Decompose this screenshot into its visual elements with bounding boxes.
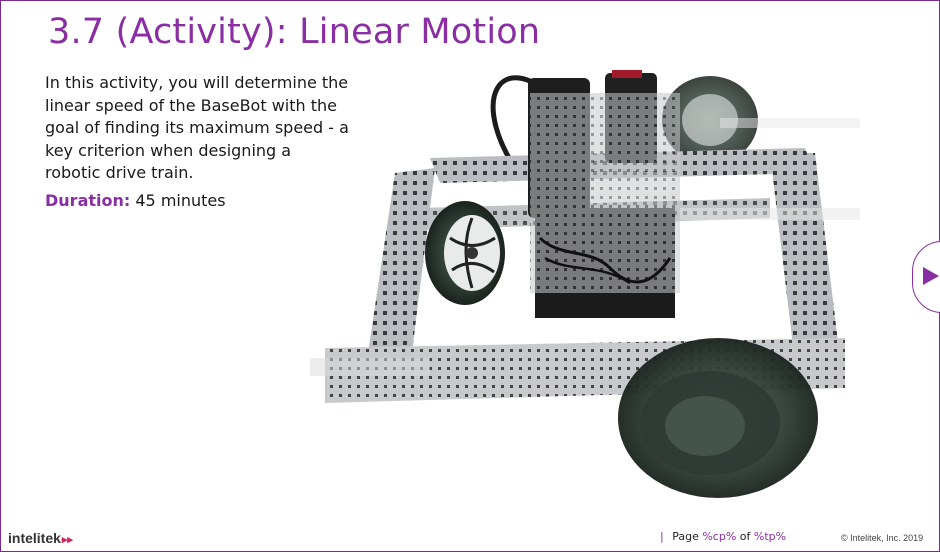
intro-paragraph: In this activity, you will determine the… xyxy=(45,73,349,182)
page-indicator: | Page %cp% of %tp% xyxy=(660,530,786,543)
basebot-robot-image xyxy=(310,70,860,498)
page-prefix: Page xyxy=(672,530,699,543)
logo-arrows-icon: ▸▸ xyxy=(61,534,73,546)
logo-text: intelitek xyxy=(8,530,61,546)
page-sep: of xyxy=(739,530,751,543)
play-triangle-icon xyxy=(923,267,939,285)
duration-line: Duration: 45 minutes xyxy=(45,191,226,210)
page-current: %cp% xyxy=(702,530,737,543)
slide-title: 3.7 (Activity): Linear Motion xyxy=(48,12,541,52)
duration-label: Duration: xyxy=(45,191,131,210)
page-total: %tp% xyxy=(753,530,787,543)
copyright-text: © Intelitek, Inc. 2019 xyxy=(841,533,924,543)
pager-divider: | xyxy=(660,530,664,543)
duration-value: 45 minutes xyxy=(135,191,226,210)
intelitek-logo: intelitek▸▸ xyxy=(8,530,73,546)
